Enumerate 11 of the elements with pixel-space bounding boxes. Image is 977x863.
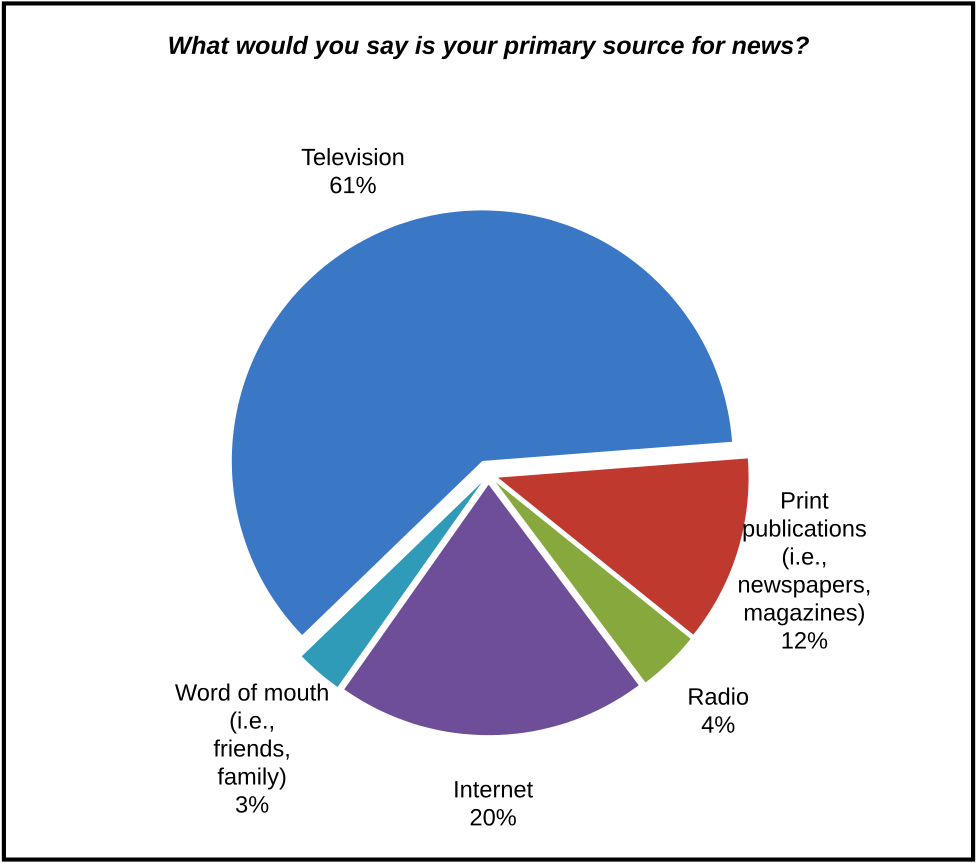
slice-label: Print publications (i.e., newspapers, magazines)	[739, 491, 870, 626]
slice-label: Radio	[689, 688, 748, 705]
chart-title: What would you say is your primary source for news?	[169, 36, 809, 60]
data-label: 4%	[702, 716, 734, 733]
slice-label: Television	[302, 148, 404, 166]
slice-label: Internet	[455, 781, 533, 798]
data-label: 12%	[782, 632, 828, 649]
slice-label: Word of mouth (i.e., friends, family)	[175, 683, 328, 790]
data-label: 61%	[330, 176, 376, 194]
data-label: 20%	[470, 808, 516, 826]
data-label: 3%	[236, 796, 268, 813]
